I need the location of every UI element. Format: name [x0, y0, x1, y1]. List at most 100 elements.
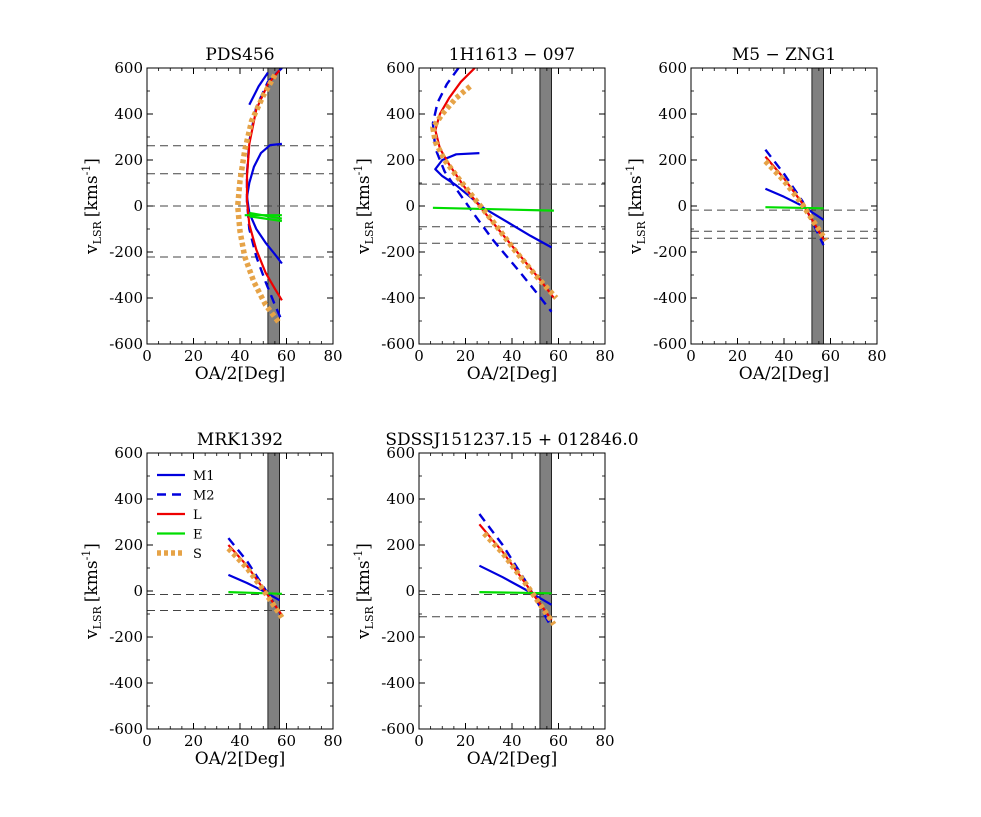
y-tick-label: 400: [114, 490, 143, 508]
series-m1: [434, 152, 553, 249]
angle-band: [539, 68, 552, 344]
y-tick-label: 600: [386, 59, 415, 77]
x-tick-label: 0: [142, 347, 152, 365]
y-tick-label: -200: [381, 243, 415, 261]
x-tick-label: 60: [549, 732, 568, 750]
panel-title: PDS456: [205, 45, 274, 65]
x-tick-label: 40: [774, 347, 793, 365]
y-tick-label: -600: [381, 720, 415, 738]
y-tick-label: 400: [114, 105, 143, 123]
x-tick-label: 0: [414, 732, 424, 750]
series-e: [249, 215, 283, 223]
y-tick-label: -400: [109, 674, 143, 692]
panel-title: MRK1392: [197, 430, 283, 450]
axes-frame: [690, 67, 878, 345]
legend-label: L: [193, 508, 202, 523]
x-axis-title: OA/2[Deg]: [467, 749, 558, 769]
y-tick-label: -600: [109, 335, 143, 353]
y-tick-label: -400: [381, 289, 415, 307]
y-axis-title: vLSR[kms-1]: [80, 543, 104, 640]
series-e: [479, 591, 552, 595]
y-tick-label: 400: [386, 105, 415, 123]
y-tick-label: 0: [405, 197, 415, 215]
y-tick-label: 600: [114, 444, 143, 462]
series-s: [226, 546, 285, 620]
series-s: [234, 73, 282, 325]
y-tick-label: -200: [109, 628, 143, 646]
x-axis-title: OA/2[Deg]: [739, 364, 830, 384]
x-tick-label: 40: [230, 347, 249, 365]
y-tick-label: 0: [405, 582, 415, 600]
x-tick-label: 40: [502, 732, 521, 750]
y-tick-label: -200: [109, 243, 143, 261]
angle-band: [267, 453, 280, 729]
y-tick-label: 600: [386, 444, 415, 462]
panel-title: M5 − ZNG1: [732, 45, 836, 65]
x-tick-label: 80: [595, 732, 614, 750]
x-tick-label: 80: [867, 347, 886, 365]
y-tick-label: 0: [133, 197, 143, 215]
axes-frame: [418, 452, 606, 730]
plot-area: [419, 453, 605, 729]
x-axis-title: OA/2[Deg]: [467, 364, 558, 384]
y-tick-label: 0: [133, 582, 143, 600]
x-tick-label: 60: [549, 347, 568, 365]
panel-1: 0 20 40 60 80 -600 -400 -200 0 200 400 600 PDS456 OA/…: [80, 45, 343, 384]
y-tick-label: 200: [114, 536, 143, 554]
x-tick-label: 60: [277, 347, 296, 365]
x-tick-label: 0: [414, 347, 424, 365]
y-tick-label: -400: [653, 289, 687, 307]
x-tick-label: 40: [502, 347, 521, 365]
y-axis-title: vLSR[kms-1]: [352, 158, 376, 255]
y-tick-label: 200: [658, 151, 687, 169]
y-tick-label: -600: [381, 335, 415, 353]
series-m1: [478, 564, 553, 606]
x-tick-label: 20: [184, 732, 203, 750]
plot-area: [147, 453, 333, 729]
series-e: [249, 211, 283, 220]
y-tick-label: 200: [386, 151, 415, 169]
axes-frame: [418, 67, 606, 345]
series-e: [765, 206, 824, 210]
panel-5: 0 20 40 60 80 -600 -400 -200 0 200 400 600SDSSJ1512…: [352, 430, 639, 769]
y-tick-label: -600: [653, 335, 687, 353]
legend-label: M1: [193, 469, 215, 484]
x-axis-title: OA/2[Deg]: [195, 364, 286, 384]
y-tick-label: -200: [653, 243, 687, 261]
plot-area: [147, 68, 333, 344]
series-m1: [248, 71, 269, 106]
x-tick-label: 80: [595, 347, 614, 365]
y-tick-label: 200: [114, 151, 143, 169]
series-m1: [227, 573, 281, 602]
panel-4: 0 20 40 60 80 -600 -400 -200 0 200 400 600 MRK1392 OA…: [80, 430, 343, 769]
series-m1: [764, 187, 825, 221]
x-axis-title: OA/2[Deg]: [195, 749, 286, 769]
x-tick-label: 20: [184, 347, 203, 365]
legend-label: S: [193, 547, 202, 562]
y-tick-label: -400: [109, 289, 143, 307]
y-tick-label: 0: [677, 197, 687, 215]
legend-label: E: [193, 528, 203, 543]
panel-2: 0 20 40 60 80 -600 -400 -200 0 200 400 600 1H1613 − …: [352, 45, 615, 384]
y-axis-title: vLSR[kms-1]: [352, 543, 376, 640]
y-tick-label: -600: [109, 720, 143, 738]
series-e: [432, 206, 554, 212]
series-e: [228, 591, 282, 595]
plot-area: [419, 68, 605, 344]
angle-band: [811, 68, 824, 344]
y-tick-label: 400: [386, 490, 415, 508]
panel-title: SDSSJ151237.15 + 012846.0: [385, 430, 638, 450]
plot-area: [691, 68, 877, 344]
legend-label: M2: [193, 489, 215, 504]
y-tick-label: 400: [658, 105, 687, 123]
y-axis-title: vLSR[kms-1]: [80, 158, 104, 255]
y-axis-title: vLSR[kms-1]: [624, 158, 648, 255]
legend: M1 M2 LES: [157, 469, 215, 562]
panel-title: 1H1613 − 097: [449, 45, 575, 65]
series-s: [430, 84, 559, 300]
y-tick-label: -400: [381, 674, 415, 692]
x-tick-label: 40: [230, 732, 249, 750]
series-m2: [431, 68, 553, 313]
series-m2: [764, 148, 825, 246]
